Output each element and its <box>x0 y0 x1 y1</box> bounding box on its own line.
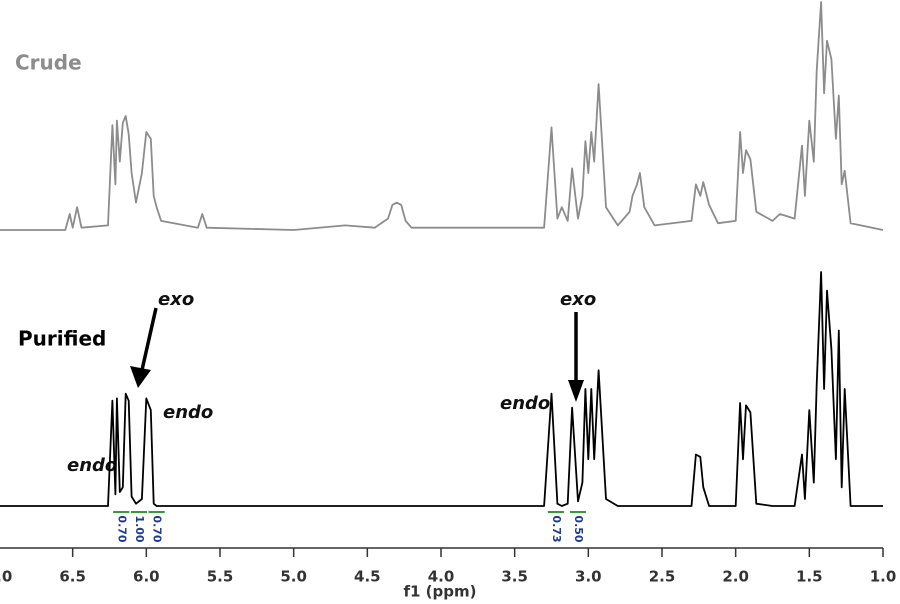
x-tick-label: 5.5 <box>207 568 234 586</box>
annotation: endo <box>163 402 213 423</box>
series-label: Purified <box>18 327 106 351</box>
spectrum <box>0 271 883 507</box>
annotation: endo <box>500 393 550 414</box>
x-tick-label: 4.5 <box>354 568 381 586</box>
arrow-head <box>130 366 151 388</box>
integral-label: 1.00 <box>133 515 146 542</box>
arrow <box>140 307 158 371</box>
arrows <box>130 307 584 402</box>
x-tick-label: 3.5 <box>501 568 528 586</box>
integral-label: 0.50 <box>572 515 585 542</box>
integral-label: 0.70 <box>115 515 128 542</box>
spectrum <box>0 1 884 231</box>
series-label: Crude <box>15 51 82 75</box>
x-tick-label: 7.0 <box>0 568 12 586</box>
annotation: endo <box>67 455 117 476</box>
x-tick-label: 1.0 <box>870 568 897 586</box>
x-tick-label: 3.0 <box>575 568 602 586</box>
x-tick-label: 1.5 <box>796 568 823 586</box>
x-axis-label: f1 (ppm) <box>403 583 476 601</box>
arrow-head <box>568 380 584 402</box>
annotation: exo <box>560 289 596 310</box>
x-tick-label: 5.0 <box>280 568 307 586</box>
x-tick-label: 2.5 <box>649 568 676 586</box>
integral-label: 0.73 <box>550 515 563 542</box>
annotation: exo <box>158 289 194 310</box>
integral-label: 0.70 <box>151 515 164 542</box>
x-tick-label: 4.0 <box>428 568 455 586</box>
x-tick-label: 2.0 <box>722 568 749 586</box>
x-tick-label: 6.5 <box>59 568 86 586</box>
x-tick-label: 6.0 <box>133 568 160 586</box>
